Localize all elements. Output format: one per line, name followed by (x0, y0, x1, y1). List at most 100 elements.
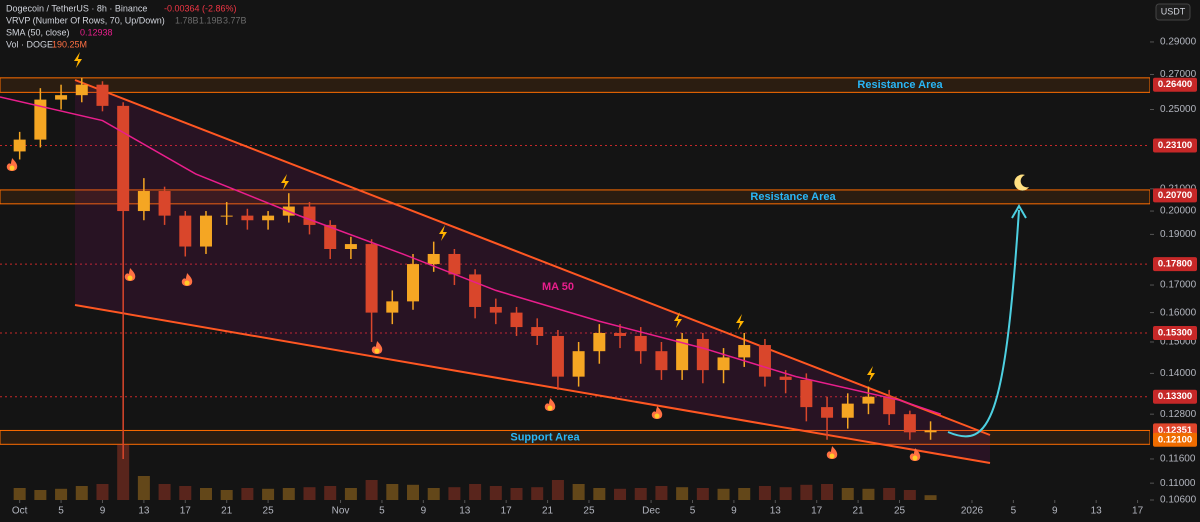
candle-body (779, 376, 792, 380)
y-tick-label: 0.25000 (1160, 104, 1197, 115)
candle-body (862, 396, 875, 404)
volume-bar (469, 484, 482, 500)
wedge-upper (74, 79, 991, 436)
x-tick-label: 5 (690, 506, 696, 517)
x-tick-label: 5 (379, 506, 385, 517)
candle-body (800, 379, 813, 408)
x-tick-label: 21 (853, 506, 865, 517)
x-tick-label: Oct (12, 506, 28, 517)
volume-bar (324, 486, 337, 500)
candle-body (593, 332, 606, 352)
y-tick-label: 0.27000 (1160, 69, 1197, 80)
x-tick-label: 2026 (961, 506, 984, 517)
volume-bar (137, 476, 150, 500)
price-tag-label: 0.12351 (1158, 425, 1193, 436)
volume-bar (551, 480, 564, 500)
volume-bar (365, 480, 378, 500)
time-axis (0, 500, 1150, 522)
zone-label: Resistance Area (857, 79, 943, 91)
volume-bar (303, 487, 316, 500)
y-tick-label: 0.29000 (1160, 37, 1197, 48)
price-tag-label: 0.23100 (1158, 140, 1192, 151)
candle-body (96, 84, 109, 106)
price-tag-label: 0.26400 (1158, 79, 1192, 90)
indicator-value: 0.12938 (80, 27, 113, 37)
y-tick-label: 0.10600 (1160, 495, 1197, 506)
symbol-title: Dogecoin / TetherUS · 8h · Binance (6, 3, 147, 13)
x-tick-label: 13 (770, 506, 782, 517)
moon-icon (1014, 174, 1029, 191)
price-tag (1153, 77, 1197, 92)
x-tick-label: 17 (501, 506, 513, 517)
volume-bar (903, 490, 916, 500)
candle-body (241, 215, 254, 221)
volume-bar (676, 487, 689, 500)
candle-body (924, 430, 937, 433)
y-tick-label: 0.14000 (1160, 368, 1197, 379)
currency: USDT (1161, 6, 1186, 16)
volume-bar (448, 487, 461, 500)
x-tick-label: 13 (459, 506, 471, 517)
volume-bar (117, 444, 130, 500)
candle-body (655, 351, 668, 371)
zone-label: Support Area (510, 431, 580, 443)
x-tick-label: 9 (100, 506, 106, 517)
candle-body (55, 95, 68, 100)
x-tick-label: 5 (1011, 506, 1017, 517)
x-tick-label: 5 (58, 506, 64, 517)
candle-body (34, 99, 47, 140)
candle-body (13, 139, 26, 152)
volume-bar (862, 488, 875, 500)
candle-body (469, 274, 482, 307)
price-change: -0.00364 (-2.86%) (164, 3, 237, 13)
x-tick-label: 17 (180, 506, 192, 517)
zone-label: Resistance Area (750, 191, 836, 203)
volume-bar (841, 488, 854, 500)
y-tick-label: 0.11000 (1160, 478, 1196, 489)
ma-line (0, 96, 942, 415)
candle-body (427, 253, 440, 265)
volume-bar (199, 488, 212, 500)
arrow-head (1011, 204, 1027, 219)
wedge-lower (74, 304, 991, 464)
candle-body (407, 264, 420, 302)
candle-body (158, 191, 171, 216)
y-tick-label: 0.19000 (1160, 229, 1197, 240)
x-tick-label: 25 (263, 506, 275, 517)
candle-body (117, 105, 130, 212)
volume-bar (96, 484, 109, 500)
volume-bar (738, 488, 751, 500)
x-tick-label: 13 (1091, 506, 1103, 517)
candle-body (324, 224, 337, 250)
candle-body (551, 335, 564, 377)
candle-body (75, 84, 88, 96)
volume-bar (821, 484, 834, 500)
plot: MA 50 (0, 77, 942, 459)
price-tag-label: 0.20700 (1158, 190, 1192, 201)
volume-bar (241, 488, 254, 500)
price-tag (1153, 389, 1197, 404)
x-tick-label: 9 (421, 506, 427, 517)
candle-body (821, 407, 834, 418)
volume-bar (758, 486, 771, 500)
indicator-value: 1.78B (175, 15, 199, 25)
candle-body (841, 403, 854, 418)
y-tick-label: 0.16000 (1160, 307, 1197, 318)
candle-body (386, 301, 399, 313)
volume-bar (593, 488, 606, 500)
price-tag-label: 0.17800 (1158, 259, 1192, 270)
volume-bar (179, 486, 192, 500)
indicator-value: 3.77B (223, 15, 247, 25)
x-tick-label: Nov (332, 506, 350, 517)
y-tick-label: 0.12800 (1160, 409, 1197, 420)
volume-bar (427, 488, 440, 500)
candle-body (199, 215, 212, 247)
candle-body (365, 244, 378, 313)
candle-body (696, 338, 709, 371)
candle-body (903, 414, 916, 433)
currency-button[interactable] (1155, 3, 1191, 21)
candle-body (344, 244, 357, 250)
x-tick-label: 21 (542, 506, 554, 517)
